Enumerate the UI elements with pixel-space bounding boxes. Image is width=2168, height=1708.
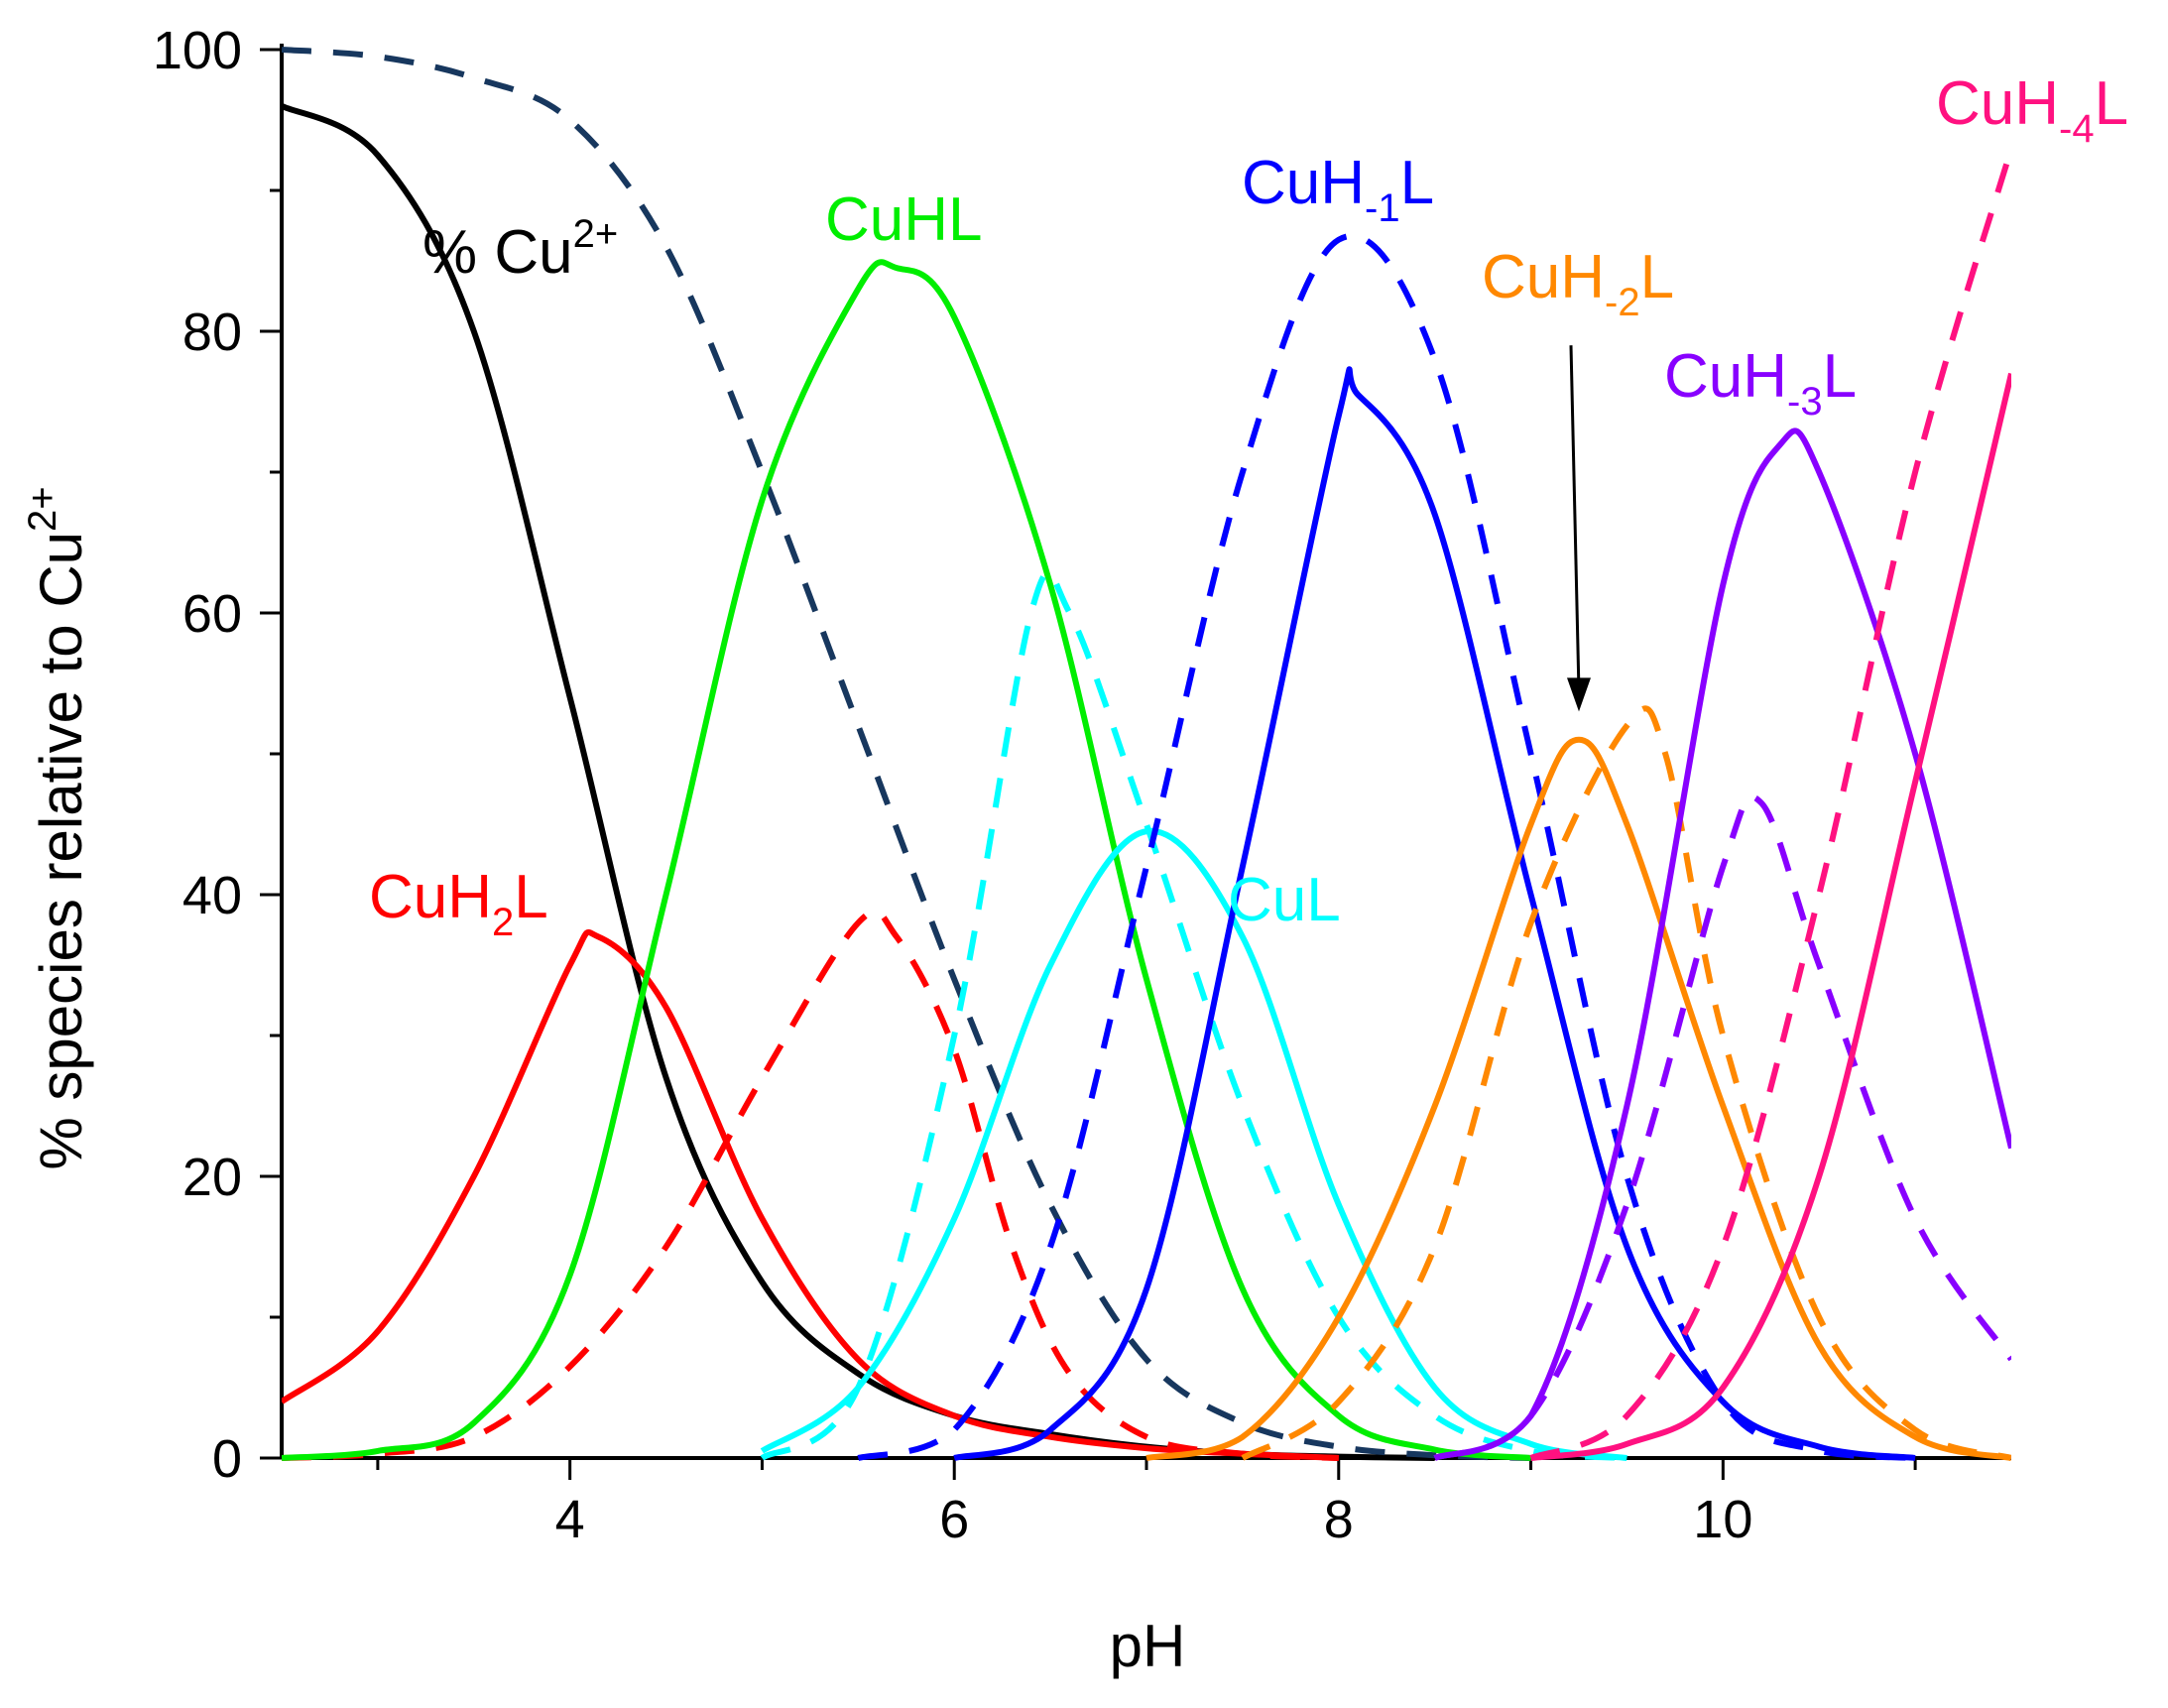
label-cuhl: CuHL	[825, 185, 983, 254]
axes	[260, 44, 2011, 1480]
label-cuh2l: CuH2L	[369, 863, 548, 944]
series-cuh2l-dashed	[282, 908, 1339, 1461]
y-axis-title-text: % species relative to Cu	[28, 532, 94, 1170]
annotation-arrow-shaft	[1569, 345, 1581, 692]
x-tick-label: 4	[555, 1490, 585, 1549]
y-tick-label: 0	[212, 1429, 242, 1489]
annotation-layer	[1567, 345, 1591, 712]
label-cuh-4l: CuH-4L	[1936, 69, 2128, 151]
series-cuh-4l-solid	[1530, 372, 2011, 1461]
x-tick-label: 8	[1324, 1490, 1354, 1549]
label-cuh-2l: CuH-2L	[1482, 243, 1674, 324]
series-cuh-2l-solid	[1145, 736, 2011, 1461]
series-cuh-3l-solid	[1433, 427, 2011, 1461]
y-tick-label: 60	[182, 584, 242, 644]
x-axis-title: pH	[1110, 1613, 1186, 1679]
x-tick-label: 6	[939, 1490, 969, 1549]
series-cuh2l-solid	[282, 928, 1339, 1461]
label-cuh-1l: CuH-1L	[1242, 149, 1434, 230]
y-tick-label: 20	[182, 1148, 242, 1207]
y-axis-title-group: % species relative to Cu2+	[21, 486, 94, 1169]
label-cu2: % Cu2+	[422, 212, 618, 287]
series-cuh-4l-dashed	[1529, 147, 2011, 1461]
series-cuh-1l-solid	[953, 366, 1916, 1461]
label-cuh-3l: CuH-3L	[1664, 342, 1857, 424]
series-cul-dashed	[760, 569, 1627, 1461]
series-cuh-3l-dashed	[1433, 793, 2011, 1461]
annotation-arrow-head	[1567, 677, 1591, 712]
label-cul: CuL	[1228, 866, 1341, 934]
y-axis-title-superscript: 2+	[21, 486, 64, 532]
series-cuhl-solid	[282, 259, 1531, 1461]
series-layer	[282, 47, 2011, 1461]
y-tick-label: 40	[182, 866, 242, 925]
y-axis-title: % species relative to Cu2+	[21, 486, 94, 1169]
series-cul-solid	[760, 827, 1627, 1461]
series-cu2-dashed	[282, 47, 1531, 1461]
y-tick-label: 80	[182, 303, 242, 362]
series-cuh-2l-dashed	[1241, 705, 2011, 1461]
y-tick-label: 100	[153, 21, 242, 80]
x-tick-label: 10	[1693, 1490, 1752, 1549]
